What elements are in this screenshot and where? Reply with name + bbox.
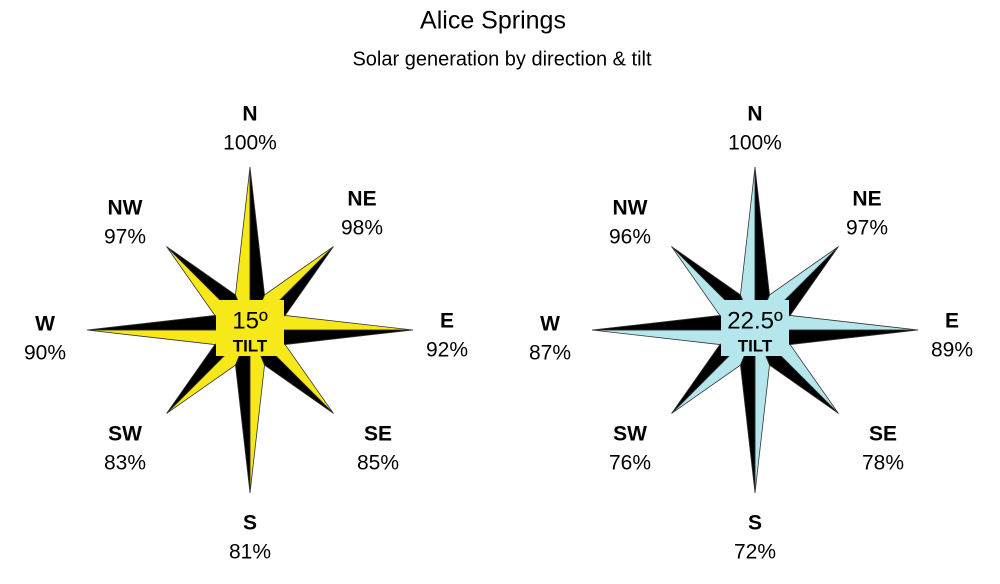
direction-label: E xyxy=(945,310,959,333)
direction-label: NE xyxy=(347,188,376,211)
direction-value: 92% xyxy=(426,339,468,362)
subtitle: Solar generation by direction & tilt xyxy=(352,48,651,70)
direction-value: 90% xyxy=(24,342,66,365)
direction-value: 76% xyxy=(609,452,651,475)
direction-label: NE xyxy=(852,188,881,211)
direction-value: 100% xyxy=(223,132,277,155)
direction-label: E xyxy=(440,310,454,333)
direction-label: SE xyxy=(869,423,897,446)
title: Alice Springs xyxy=(420,7,566,35)
direction-label: W xyxy=(35,313,55,336)
center-box xyxy=(721,300,789,356)
tilt-value: 15º xyxy=(232,307,268,334)
direction-label: S xyxy=(243,512,257,535)
direction-label: NW xyxy=(613,197,648,220)
direction-label: N xyxy=(747,103,762,126)
direction-label: SE xyxy=(364,423,392,446)
direction-label: W xyxy=(540,313,560,336)
direction-value: 98% xyxy=(341,217,383,240)
direction-value: 85% xyxy=(357,452,399,475)
direction-value: 72% xyxy=(734,541,776,564)
direction-label: N xyxy=(242,103,257,126)
direction-value: 81% xyxy=(229,541,271,564)
tilt-label: TILT xyxy=(233,336,268,355)
direction-value: 78% xyxy=(862,452,904,475)
direction-label: NW xyxy=(108,197,143,220)
direction-value: 97% xyxy=(846,217,888,240)
direction-value: 89% xyxy=(931,339,973,362)
direction-label: S xyxy=(748,512,762,535)
direction-value: 83% xyxy=(104,452,146,475)
direction-value: 100% xyxy=(728,132,782,155)
tilt-label: TILT xyxy=(738,336,773,355)
direction-value: 87% xyxy=(529,342,571,365)
direction-label: SW xyxy=(613,423,647,446)
direction-label: SW xyxy=(108,423,142,446)
direction-value: 96% xyxy=(609,226,651,249)
direction-value: 97% xyxy=(104,226,146,249)
tilt-value: 22.5º xyxy=(727,307,783,334)
center-box xyxy=(216,300,284,356)
